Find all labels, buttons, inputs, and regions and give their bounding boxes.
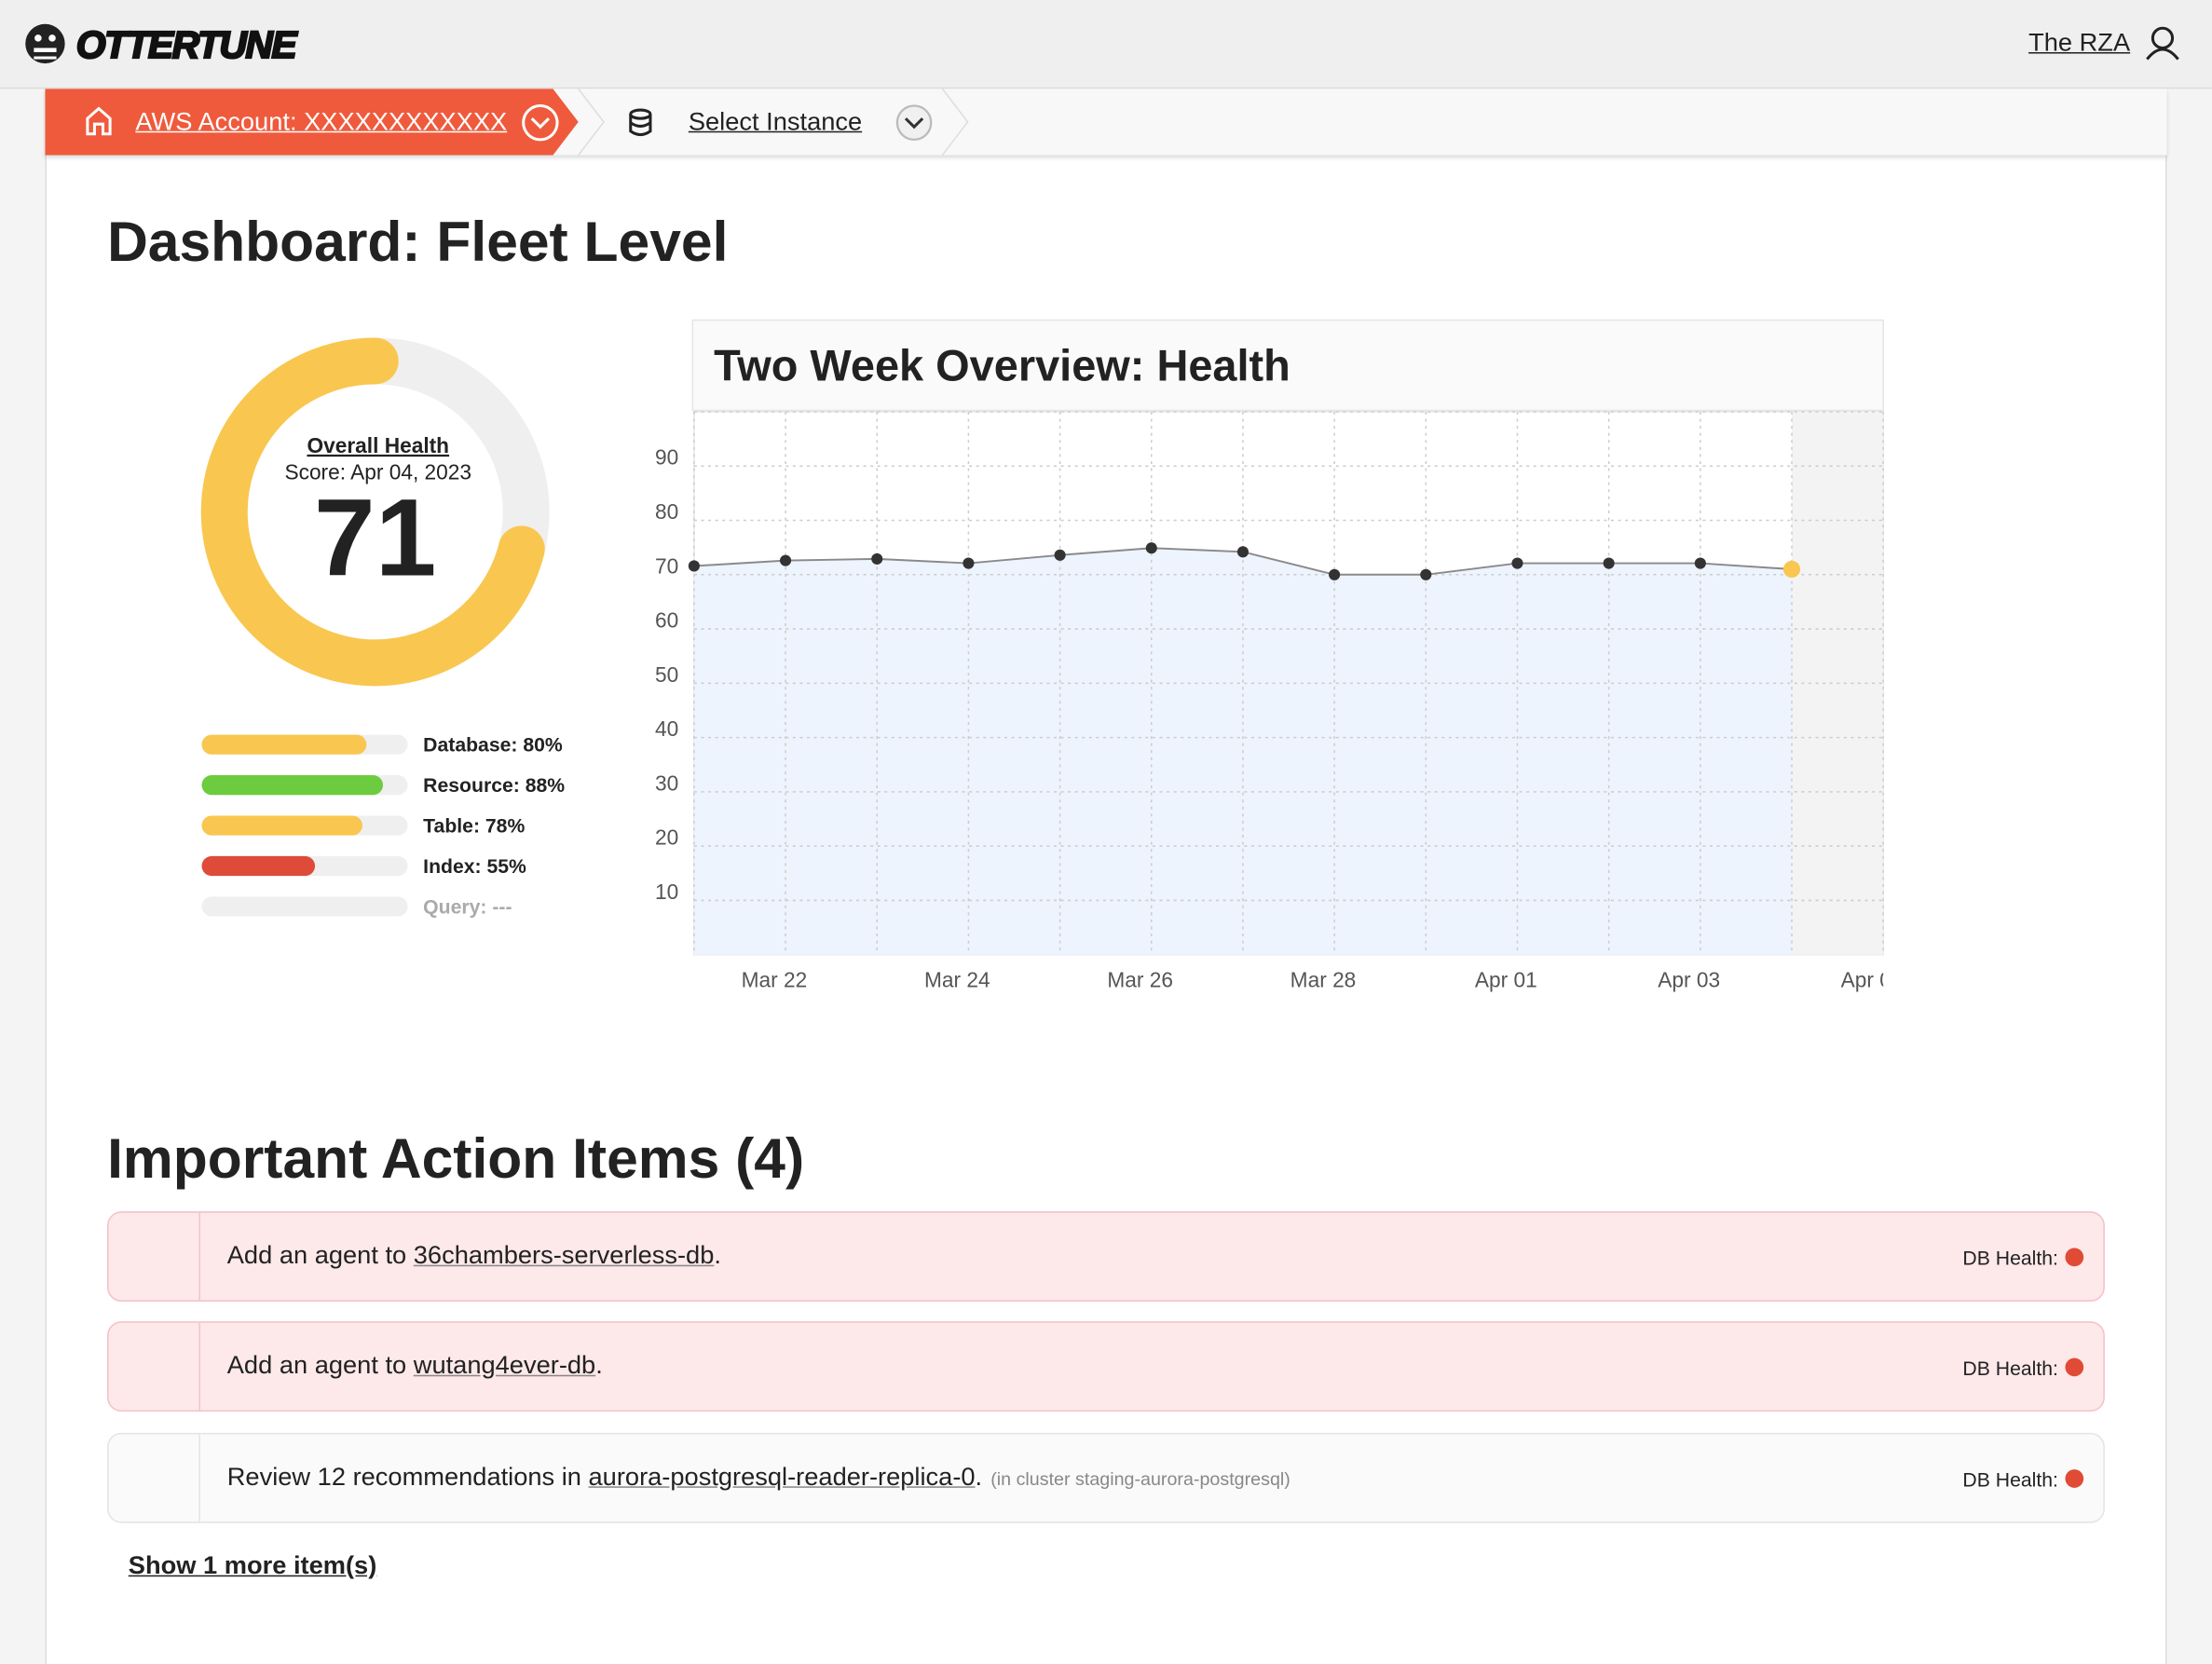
action-item: Review 12 recommendations in aurora-post… — [107, 1432, 2105, 1523]
y-tick-label: 50 — [655, 662, 678, 687]
point — [1236, 546, 1249, 558]
point — [1329, 568, 1341, 580]
instance-label[interactable]: Select Instance — [688, 107, 863, 136]
y-tick-label: 10 — [655, 880, 678, 904]
point — [1145, 542, 1157, 554]
point — [963, 557, 975, 569]
account-dropdown[interactable] — [522, 104, 559, 142]
item-prefix: Add an agent to — [226, 1351, 414, 1380]
point — [1511, 557, 1523, 569]
point — [1782, 560, 1801, 579]
crumb-divider — [578, 88, 605, 156]
action-item: Add an agent to wutang4ever-db. DB Healt… — [107, 1321, 2105, 1412]
item-prefix: Add an agent to — [226, 1240, 414, 1270]
bar — [201, 734, 367, 755]
y-tick-label: 20 — [655, 825, 678, 850]
chart-title: Two Week Overview: Health — [714, 342, 1290, 390]
bar-label: Query: --- — [423, 897, 512, 919]
x-tick-label: Apr 03 — [1658, 968, 1720, 992]
db-icon — [629, 108, 652, 137]
y-tick-label: 70 — [655, 553, 678, 578]
bar-label: Resource: 88% — [423, 775, 565, 797]
gauge — [200, 337, 550, 687]
item-text: Add an agent to 36chambers-serverless-db… — [227, 1241, 721, 1271]
x-tick-label: Mar 22 — [742, 968, 808, 992]
db-health-dot — [2065, 1248, 2084, 1267]
gauge-score: 71 — [314, 477, 436, 600]
y-tick-label: 80 — [655, 499, 678, 524]
db-health-dot — [2065, 1357, 2084, 1377]
account-label[interactable]: AWS Account: XXXXXXXXXXXX — [135, 107, 508, 136]
y-tick-label: 60 — [655, 608, 678, 633]
item-icon-cell — [109, 1322, 200, 1411]
db-health-label: DB Health: — [1962, 1467, 2058, 1491]
user-icon — [2146, 26, 2179, 61]
x-tick-label: Mar 28 — [1290, 968, 1357, 992]
logo: OTTERTUNE — [25, 22, 301, 67]
db-health-label: DB Health: — [1962, 1357, 2058, 1380]
crumb-divider — [941, 88, 969, 156]
item-icon-cell — [109, 1434, 200, 1522]
user-name[interactable]: The RZA — [2028, 28, 2131, 57]
bar-track — [201, 896, 408, 917]
y-tick-label: 90 — [655, 445, 678, 470]
db-health-label: DB Health: — [1962, 1247, 2058, 1270]
instance-dropdown[interactable] — [895, 104, 933, 141]
x-axis-labels: Mar 22 Mar 24 Mar 26 Mar 28 Apr 01 Apr 03 Apr … — [742, 968, 1904, 992]
account-crumb[interactable] — [45, 89, 579, 156]
y-tick-label: 40 — [655, 716, 678, 741]
item-link[interactable]: wutang4ever-db — [413, 1351, 596, 1380]
point — [688, 560, 700, 572]
home-icon — [86, 106, 112, 136]
item-link[interactable]: 36chambers-serverless-db — [413, 1240, 715, 1270]
section-title: Important Action Items (4) — [107, 1127, 805, 1191]
bar-label: Index: 55% — [423, 856, 526, 878]
x-tick-label: Apr 05 — [1841, 968, 1904, 992]
x-tick-label: Mar 26 — [1107, 968, 1173, 992]
top-bar — [0, 0, 2212, 89]
item-text: Review 12 recommendations in aurora-post… — [227, 1463, 1290, 1493]
item-suffix: . — [714, 1240, 721, 1270]
point — [1054, 549, 1066, 561]
point — [780, 554, 792, 566]
point — [1603, 557, 1615, 569]
item-suffix: . — [975, 1462, 983, 1491]
bar-label: Database: 80% — [423, 735, 563, 757]
gauge-title: Overall Health — [307, 433, 449, 457]
point — [1420, 568, 1432, 580]
show-more[interactable]: Show 1 more item(s) — [128, 1550, 377, 1580]
action-item: Add an agent to 36chambers-serverless-db… — [107, 1211, 2105, 1303]
gauge-arc — [200, 337, 550, 687]
page-title: Dashboard: Fleet Level — [107, 211, 729, 274]
item-note: (in cluster staging-aurora-postgresql) — [990, 1467, 1290, 1490]
item-link[interactable]: aurora-postgresql-reader-replica-0 — [588, 1462, 976, 1491]
point — [1694, 557, 1706, 569]
item-text: Add an agent to wutang4ever-db. — [227, 1351, 603, 1381]
db-health-dot — [2065, 1469, 2084, 1488]
x-tick-label: Apr 01 — [1475, 968, 1537, 992]
gauge-subtitle: Score: Apr 04, 2023 — [284, 460, 471, 484]
item-icon-cell — [109, 1212, 200, 1301]
point — [871, 552, 883, 565]
item-suffix: . — [595, 1351, 603, 1380]
bar — [201, 775, 384, 796]
bar-label: Table: 78% — [423, 816, 525, 838]
bar — [201, 815, 362, 836]
x-tick-label: Mar 24 — [924, 968, 990, 992]
item-prefix: Review 12 recommendations in — [226, 1462, 589, 1491]
chart-card-header — [691, 319, 1884, 412]
health-breakdown: Database: 80% Resource: 88% Table: 78% Inde… — [201, 734, 565, 919]
bar — [201, 855, 316, 877]
y-tick-label: 30 — [655, 771, 678, 795]
logo-text: OTTERTUNE — [76, 23, 299, 66]
